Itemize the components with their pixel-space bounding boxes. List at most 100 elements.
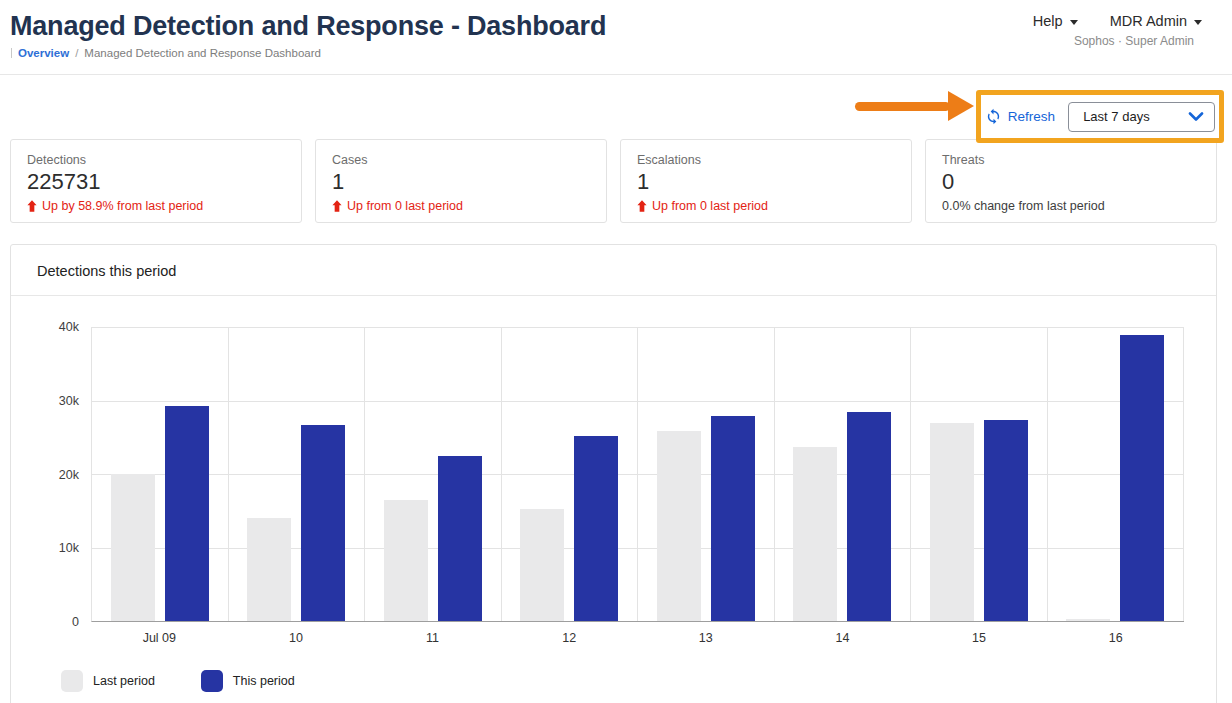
x-tick-label: 15: [911, 622, 1048, 645]
period-select-value: Last 7 days: [1083, 109, 1150, 124]
x-tick-label: Jul 09: [91, 622, 228, 645]
bar-group: [1048, 327, 1185, 621]
x-tick-label: 13: [638, 622, 775, 645]
x-tick-label: 12: [501, 622, 638, 645]
bar-last-period[interactable]: [793, 447, 837, 621]
annotation-highlight-box: Refresh Last 7 days: [976, 90, 1224, 143]
stat-value: 0: [942, 170, 1200, 194]
y-tick-label: 30k: [59, 394, 79, 408]
bar-group: [911, 327, 1048, 621]
x-tick-label: 10: [228, 622, 365, 645]
chart-x-axis: Jul 0910111213141516: [91, 622, 1184, 645]
stat-delta: Up from 0 last period: [637, 199, 895, 213]
x-tick-label: 14: [774, 622, 911, 645]
bar-last-period[interactable]: [1066, 619, 1110, 621]
stat-delta: Up from 0 last period: [332, 199, 590, 213]
bar-last-period[interactable]: [247, 518, 291, 621]
bar-this-period[interactable]: [438, 456, 482, 621]
stat-delta-text: Up from 0 last period: [347, 199, 463, 213]
header-right: Help MDR Admin Sophos · Super Admin: [1033, 11, 1202, 48]
breadcrumb-link-overview[interactable]: Overview: [18, 47, 69, 59]
page-header: Managed Detection and Response - Dashboa…: [0, 0, 1232, 59]
breadcrumb-tick: [11, 48, 12, 58]
breadcrumb: Overview / Managed Detection and Respons…: [10, 47, 606, 59]
header-left: Managed Detection and Response - Dashboa…: [10, 11, 606, 59]
y-tick-label: 40k: [59, 320, 79, 334]
page-title: Managed Detection and Response - Dashboa…: [10, 11, 606, 42]
refresh-button[interactable]: Refresh: [985, 108, 1055, 125]
bar-group: [775, 327, 912, 621]
bar-this-period[interactable]: [165, 406, 209, 621]
chart-y-axis: 40k30k20k10k0: [11, 327, 91, 622]
bar-group: [365, 327, 502, 621]
stat-card-escalations: Escalations 1 Up from 0 last period: [620, 139, 912, 223]
bar-last-period[interactable]: [384, 500, 428, 621]
period-select[interactable]: Last 7 days: [1068, 102, 1215, 132]
stat-card-detections: Detections 225731 Up by 58.9% from last …: [10, 139, 302, 223]
account-menu-label: MDR Admin: [1110, 13, 1187, 29]
breadcrumb-separator: /: [75, 47, 78, 59]
detections-chart-card: Detections this period 40k 30k 20k 10k 0 Jul…: [10, 244, 1217, 703]
x-tick-label: 11: [364, 622, 501, 645]
bar-last-period[interactable]: [657, 431, 701, 621]
y-tick-label: 0: [72, 615, 79, 629]
bar-group: [92, 327, 229, 621]
legend-item-this-period: This period: [201, 670, 295, 692]
stat-value: 1: [332, 170, 590, 194]
chart-legend: Last period This period: [61, 670, 1216, 692]
legend-label: Last period: [93, 674, 155, 688]
help-menu[interactable]: Help: [1033, 13, 1078, 29]
stats-row: Detections 225731 Up by 58.9% from last …: [10, 139, 1217, 223]
bar-last-period[interactable]: [520, 509, 564, 621]
chart-plot: [91, 327, 1184, 622]
caret-down-icon: [1070, 20, 1078, 25]
stat-delta: 0.0% change from last period: [942, 199, 1200, 213]
bar-group: [638, 327, 775, 621]
chart-area: 40k30k20k10k0: [11, 327, 1184, 622]
bar-this-period[interactable]: [847, 412, 891, 621]
bar-this-period[interactable]: [574, 436, 618, 621]
stat-label: Detections: [27, 153, 285, 167]
x-tick-label: 16: [1047, 622, 1184, 645]
arrow-up-icon: [27, 200, 37, 212]
account-subtitle: Sophos · Super Admin: [1033, 34, 1202, 48]
stat-delta-text: Up by 58.9% from last period: [42, 199, 203, 213]
help-menu-label: Help: [1033, 13, 1063, 29]
bar-last-period[interactable]: [111, 474, 155, 621]
stat-card-threats: Threats 0 0.0% change from last period: [925, 139, 1217, 223]
legend-item-last-period: Last period: [61, 670, 155, 692]
bar-group: [502, 327, 639, 621]
stat-card-cases: Cases 1 Up from 0 last period: [315, 139, 607, 223]
arrow-up-icon: [637, 200, 647, 212]
toolbar: Refresh Last 7 days: [0, 75, 1232, 139]
bar-this-period[interactable]: [301, 425, 345, 621]
stat-value: 225731: [27, 170, 285, 194]
bar-this-period[interactable]: [1120, 335, 1164, 621]
stat-value: 1: [637, 170, 895, 194]
arrow-up-icon: [332, 200, 342, 212]
bar-group: [229, 327, 366, 621]
stat-delta: Up by 58.9% from last period: [27, 199, 285, 213]
caret-down-icon: [1194, 20, 1202, 25]
stat-delta-text: 0.0% change from last period: [942, 199, 1105, 213]
y-tick-label: 10k: [59, 541, 79, 555]
bar-this-period[interactable]: [984, 420, 1028, 621]
chart-title: Detections this period: [11, 245, 1216, 296]
sync-icon: [985, 108, 1002, 125]
arrow-shaft: [855, 102, 950, 111]
stat-label: Escalations: [637, 153, 895, 167]
breadcrumb-current: Managed Detection and Response Dashboard: [84, 47, 321, 59]
account-menu[interactable]: MDR Admin: [1110, 13, 1202, 29]
chevron-down-icon: [1188, 112, 1204, 122]
stat-delta-text: Up from 0 last period: [652, 199, 768, 213]
annotation-arrow-right: [855, 91, 974, 121]
bar-last-period[interactable]: [930, 423, 974, 621]
stat-label: Threats: [942, 153, 1200, 167]
y-tick-label: 20k: [59, 468, 79, 482]
bar-this-period[interactable]: [711, 416, 755, 621]
legend-swatch: [201, 670, 223, 692]
legend-swatch: [61, 670, 83, 692]
refresh-button-label: Refresh: [1008, 109, 1055, 124]
stat-label: Cases: [332, 153, 590, 167]
arrow-head: [948, 91, 974, 121]
